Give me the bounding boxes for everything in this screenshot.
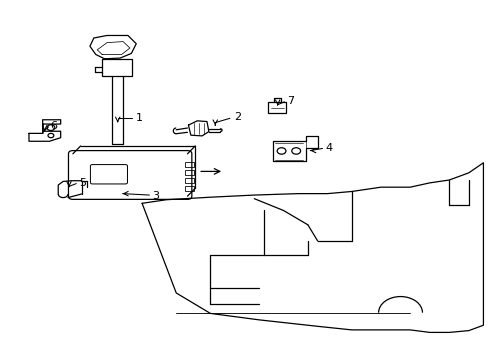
- Text: 1: 1: [136, 113, 143, 123]
- Text: 7: 7: [287, 96, 294, 106]
- Bar: [184, 178, 193, 183]
- Text: 3: 3: [152, 191, 159, 201]
- Bar: [184, 162, 193, 167]
- Text: 4: 4: [325, 143, 331, 153]
- Bar: [184, 170, 193, 175]
- Bar: [102, 59, 132, 76]
- Bar: [184, 186, 193, 192]
- Text: 6: 6: [50, 121, 57, 131]
- Text: 5: 5: [79, 178, 85, 188]
- Bar: [267, 102, 286, 113]
- Text: 2: 2: [233, 112, 241, 122]
